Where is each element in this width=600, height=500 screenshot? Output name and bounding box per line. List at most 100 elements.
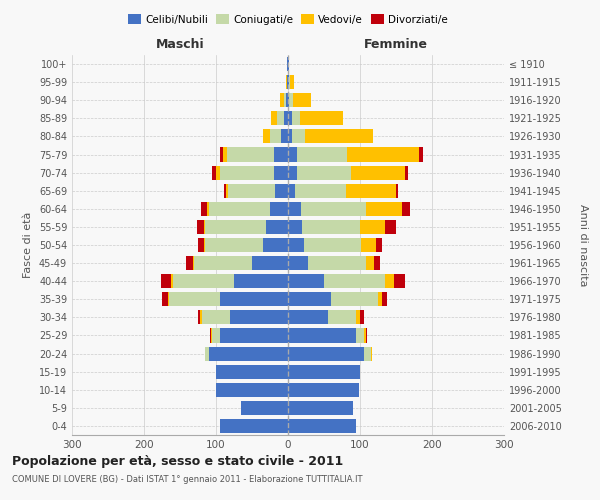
Bar [263, 238, 288, 252]
Bar [172, 274, 173, 288]
Bar [197, 220, 204, 234]
Bar [360, 310, 364, 324]
Bar [288, 328, 356, 342]
Bar [356, 328, 364, 342]
Bar [295, 184, 346, 198]
Bar [347, 148, 419, 162]
Bar [376, 238, 382, 252]
Bar [198, 238, 204, 252]
Bar [288, 256, 308, 270]
Bar [223, 148, 227, 162]
Bar [293, 93, 311, 108]
Bar [288, 112, 292, 126]
Bar [220, 328, 288, 342]
Bar [209, 202, 270, 216]
Bar [284, 93, 286, 108]
Bar [287, 75, 288, 89]
Bar [230, 310, 288, 324]
Bar [194, 256, 252, 270]
Bar [286, 93, 288, 108]
Bar [288, 130, 292, 143]
Bar [292, 112, 300, 126]
Bar [161, 274, 172, 288]
Y-axis label: Anni di nascita: Anni di nascita [578, 204, 589, 286]
Text: COMUNE DI LOVERE (BG) - Dati ISTAT 1° gennaio 2011 - Elaborazione TUTTITALIA.IT: COMUNE DI LOVERE (BG) - Dati ISTAT 1° ge… [12, 475, 362, 484]
Text: Popolazione per età, sesso e stato civile - 2011: Popolazione per età, sesso e stato civil… [12, 455, 343, 468]
Bar [288, 364, 360, 378]
Bar [212, 166, 216, 179]
Bar [296, 148, 347, 162]
Bar [205, 220, 266, 234]
Bar [290, 75, 294, 89]
Bar [193, 256, 194, 270]
Bar [205, 346, 209, 360]
Bar [419, 148, 422, 162]
Bar [289, 93, 293, 108]
Bar [304, 238, 361, 252]
Bar [286, 75, 287, 89]
Bar [288, 346, 364, 360]
Bar [186, 256, 193, 270]
Bar [270, 130, 281, 143]
Bar [331, 292, 378, 306]
Bar [204, 238, 205, 252]
Bar [288, 419, 356, 433]
Bar [212, 328, 220, 342]
Bar [201, 202, 206, 216]
Bar [288, 292, 331, 306]
Text: Femmine: Femmine [364, 38, 428, 52]
Bar [288, 310, 328, 324]
Bar [234, 274, 288, 288]
Y-axis label: Fasce di età: Fasce di età [23, 212, 33, 278]
Bar [287, 57, 288, 71]
Bar [288, 382, 359, 397]
Bar [292, 130, 305, 143]
Bar [277, 112, 284, 126]
Bar [366, 256, 374, 270]
Bar [169, 292, 220, 306]
Bar [275, 184, 288, 198]
Bar [328, 310, 356, 324]
Bar [168, 292, 169, 306]
Bar [385, 274, 394, 288]
Bar [404, 166, 408, 179]
Bar [280, 93, 284, 108]
Bar [356, 310, 360, 324]
Bar [288, 238, 304, 252]
Bar [271, 112, 277, 126]
Bar [274, 166, 288, 179]
Bar [300, 112, 343, 126]
Bar [289, 75, 290, 89]
Bar [209, 346, 288, 360]
Bar [288, 184, 295, 198]
Bar [350, 166, 404, 179]
Legend: Celibi/Nubili, Coniugati/e, Vedovi/e, Divorziati/e: Celibi/Nubili, Coniugati/e, Vedovi/e, Di… [124, 10, 452, 29]
Bar [402, 202, 410, 216]
Bar [200, 310, 202, 324]
Bar [308, 256, 366, 270]
Bar [198, 310, 200, 324]
Bar [266, 220, 288, 234]
Bar [288, 57, 289, 71]
Bar [378, 292, 382, 306]
Bar [211, 328, 212, 342]
Bar [274, 148, 288, 162]
Bar [241, 401, 288, 415]
Bar [288, 274, 324, 288]
Bar [220, 292, 288, 306]
Bar [346, 184, 396, 198]
Bar [281, 130, 288, 143]
Bar [216, 166, 220, 179]
Bar [302, 220, 360, 234]
Bar [209, 328, 211, 342]
Bar [288, 75, 289, 89]
Bar [252, 256, 288, 270]
Bar [216, 364, 288, 378]
Bar [288, 401, 353, 415]
Bar [173, 274, 234, 288]
Bar [366, 328, 367, 342]
Bar [270, 202, 288, 216]
Bar [263, 130, 270, 143]
Bar [227, 148, 274, 162]
Bar [361, 238, 376, 252]
